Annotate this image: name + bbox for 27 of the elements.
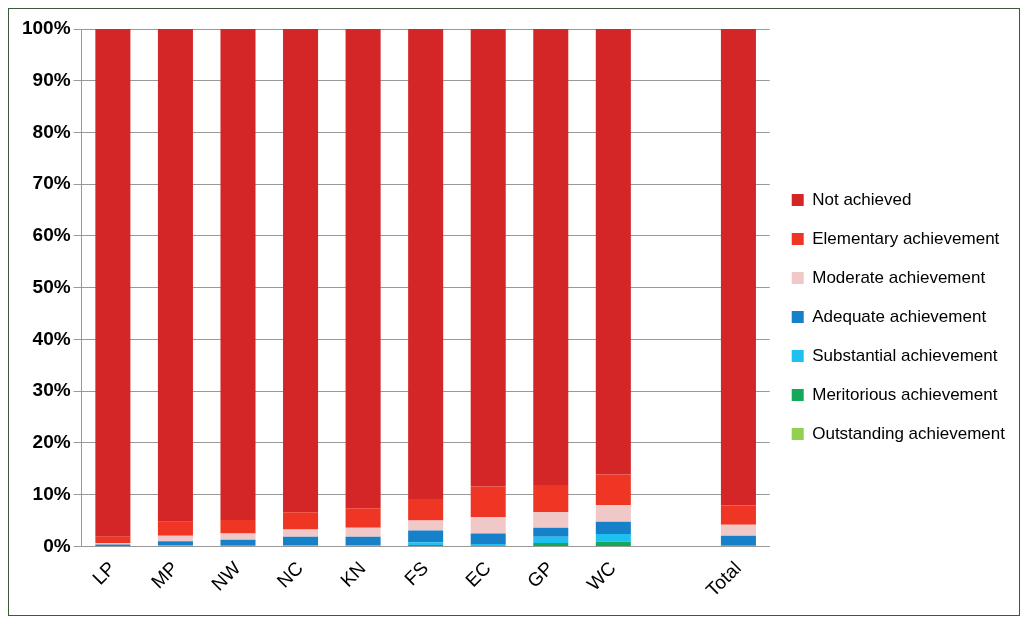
x-tick-label: KN [336, 557, 370, 591]
y-tick-label: 70% [32, 172, 71, 194]
legend-label: Not achieved [812, 189, 912, 209]
x-tick-label: EC [461, 557, 495, 591]
y-tick-label: 0% [43, 534, 71, 556]
y-tick-label: 50% [32, 275, 71, 297]
x-tick-label: NC [272, 557, 308, 592]
x-tick-label: MP [146, 557, 182, 593]
y-tick-label: 60% [32, 224, 71, 246]
legend-label: Meritorious achievement [812, 384, 998, 404]
x-tick-label: NW [207, 557, 245, 595]
y-tick-label: 20% [32, 431, 71, 453]
legend-label: Moderate achievement [812, 267, 986, 287]
x-tick-label: LP [88, 557, 120, 589]
legend-label: Outstanding achievement [812, 423, 1006, 443]
y-tick-label: 90% [32, 68, 71, 90]
y-tick-label: 40% [32, 327, 71, 349]
legend-label: Substantial achievement [812, 345, 998, 365]
legend-label: Elementary achievement [812, 228, 1000, 248]
legend-label: Adequate achievement [812, 306, 987, 326]
y-tick-label: 80% [32, 120, 71, 142]
x-tick-label: FS [400, 557, 433, 590]
y-tick-label: 100% [21, 17, 71, 39]
y-tick-label: 30% [32, 379, 71, 401]
y-tick-label: 10% [32, 482, 71, 504]
x-tick-label: GP [523, 557, 558, 592]
x-tick-label: WC [582, 557, 620, 595]
